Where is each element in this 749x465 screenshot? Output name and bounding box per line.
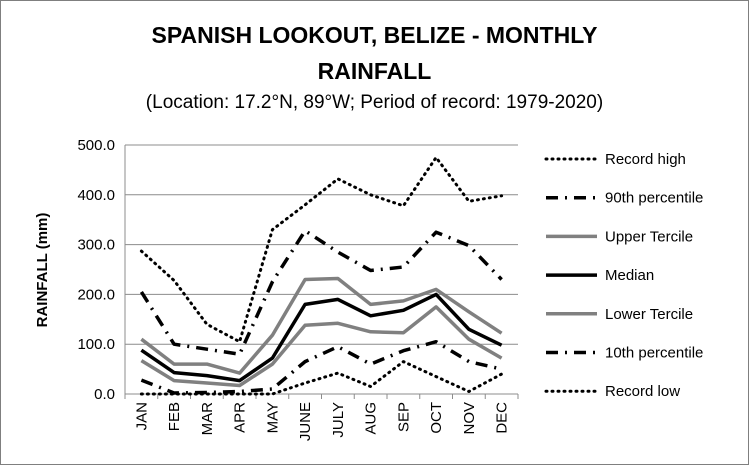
x-tick-label: JULY (330, 402, 347, 438)
chart-title-line2: RAINFALL (317, 58, 432, 84)
series-line-median (140, 292, 503, 383)
x-tick-label: MAY (264, 402, 281, 433)
y-tick-label: 200.0 (77, 286, 115, 303)
x-tick-label: MAR (199, 402, 216, 436)
x-tick-label: JUNE (297, 402, 314, 441)
legend-label: Upper Tercile (605, 228, 693, 245)
chart-title-line1: SPANISH LOOKOUT, BELIZE - MONTHLY (151, 22, 598, 48)
y-tick-label: 500.0 (77, 137, 115, 154)
legend-label: 10th percentile (605, 345, 703, 362)
series-line-90th-percentile (139, 228, 503, 356)
chart-subtitle: (Location: 17.2°N, 89°W; Period of recor… (145, 92, 604, 113)
x-tick-label: SEP (395, 402, 412, 432)
y-tick-label: 300.0 (77, 237, 115, 254)
x-tick-label: JAN (133, 402, 150, 430)
x-tick-label: AUG (363, 402, 380, 435)
series-line-10th-percentile (140, 339, 502, 395)
legend-label: Record low (605, 383, 680, 400)
x-tick-label: OCT (428, 402, 445, 434)
legend-label: Lower Tercile (605, 306, 693, 323)
y-axis-label: RAINFALL (mm) (34, 213, 51, 328)
x-tick-label: DEC (494, 402, 511, 434)
y-tick-label: 400.0 (77, 187, 115, 204)
legend-label: Record high (605, 151, 686, 168)
y-tick-label: 100.0 (77, 336, 115, 353)
series-line-lower-tercile (140, 305, 503, 388)
series-line-record-low (139, 360, 504, 396)
legend-label: 90th percentile (605, 190, 703, 207)
series-line-record-high (139, 156, 504, 344)
series-line-upper-tercile (140, 276, 503, 375)
y-tick-label: 0.0 (94, 386, 115, 403)
x-tick-label: FEB (166, 402, 183, 431)
x-tick-label: NOV (461, 402, 478, 435)
legend-label: Median (605, 267, 654, 284)
x-tick-label: APR (232, 402, 249, 433)
